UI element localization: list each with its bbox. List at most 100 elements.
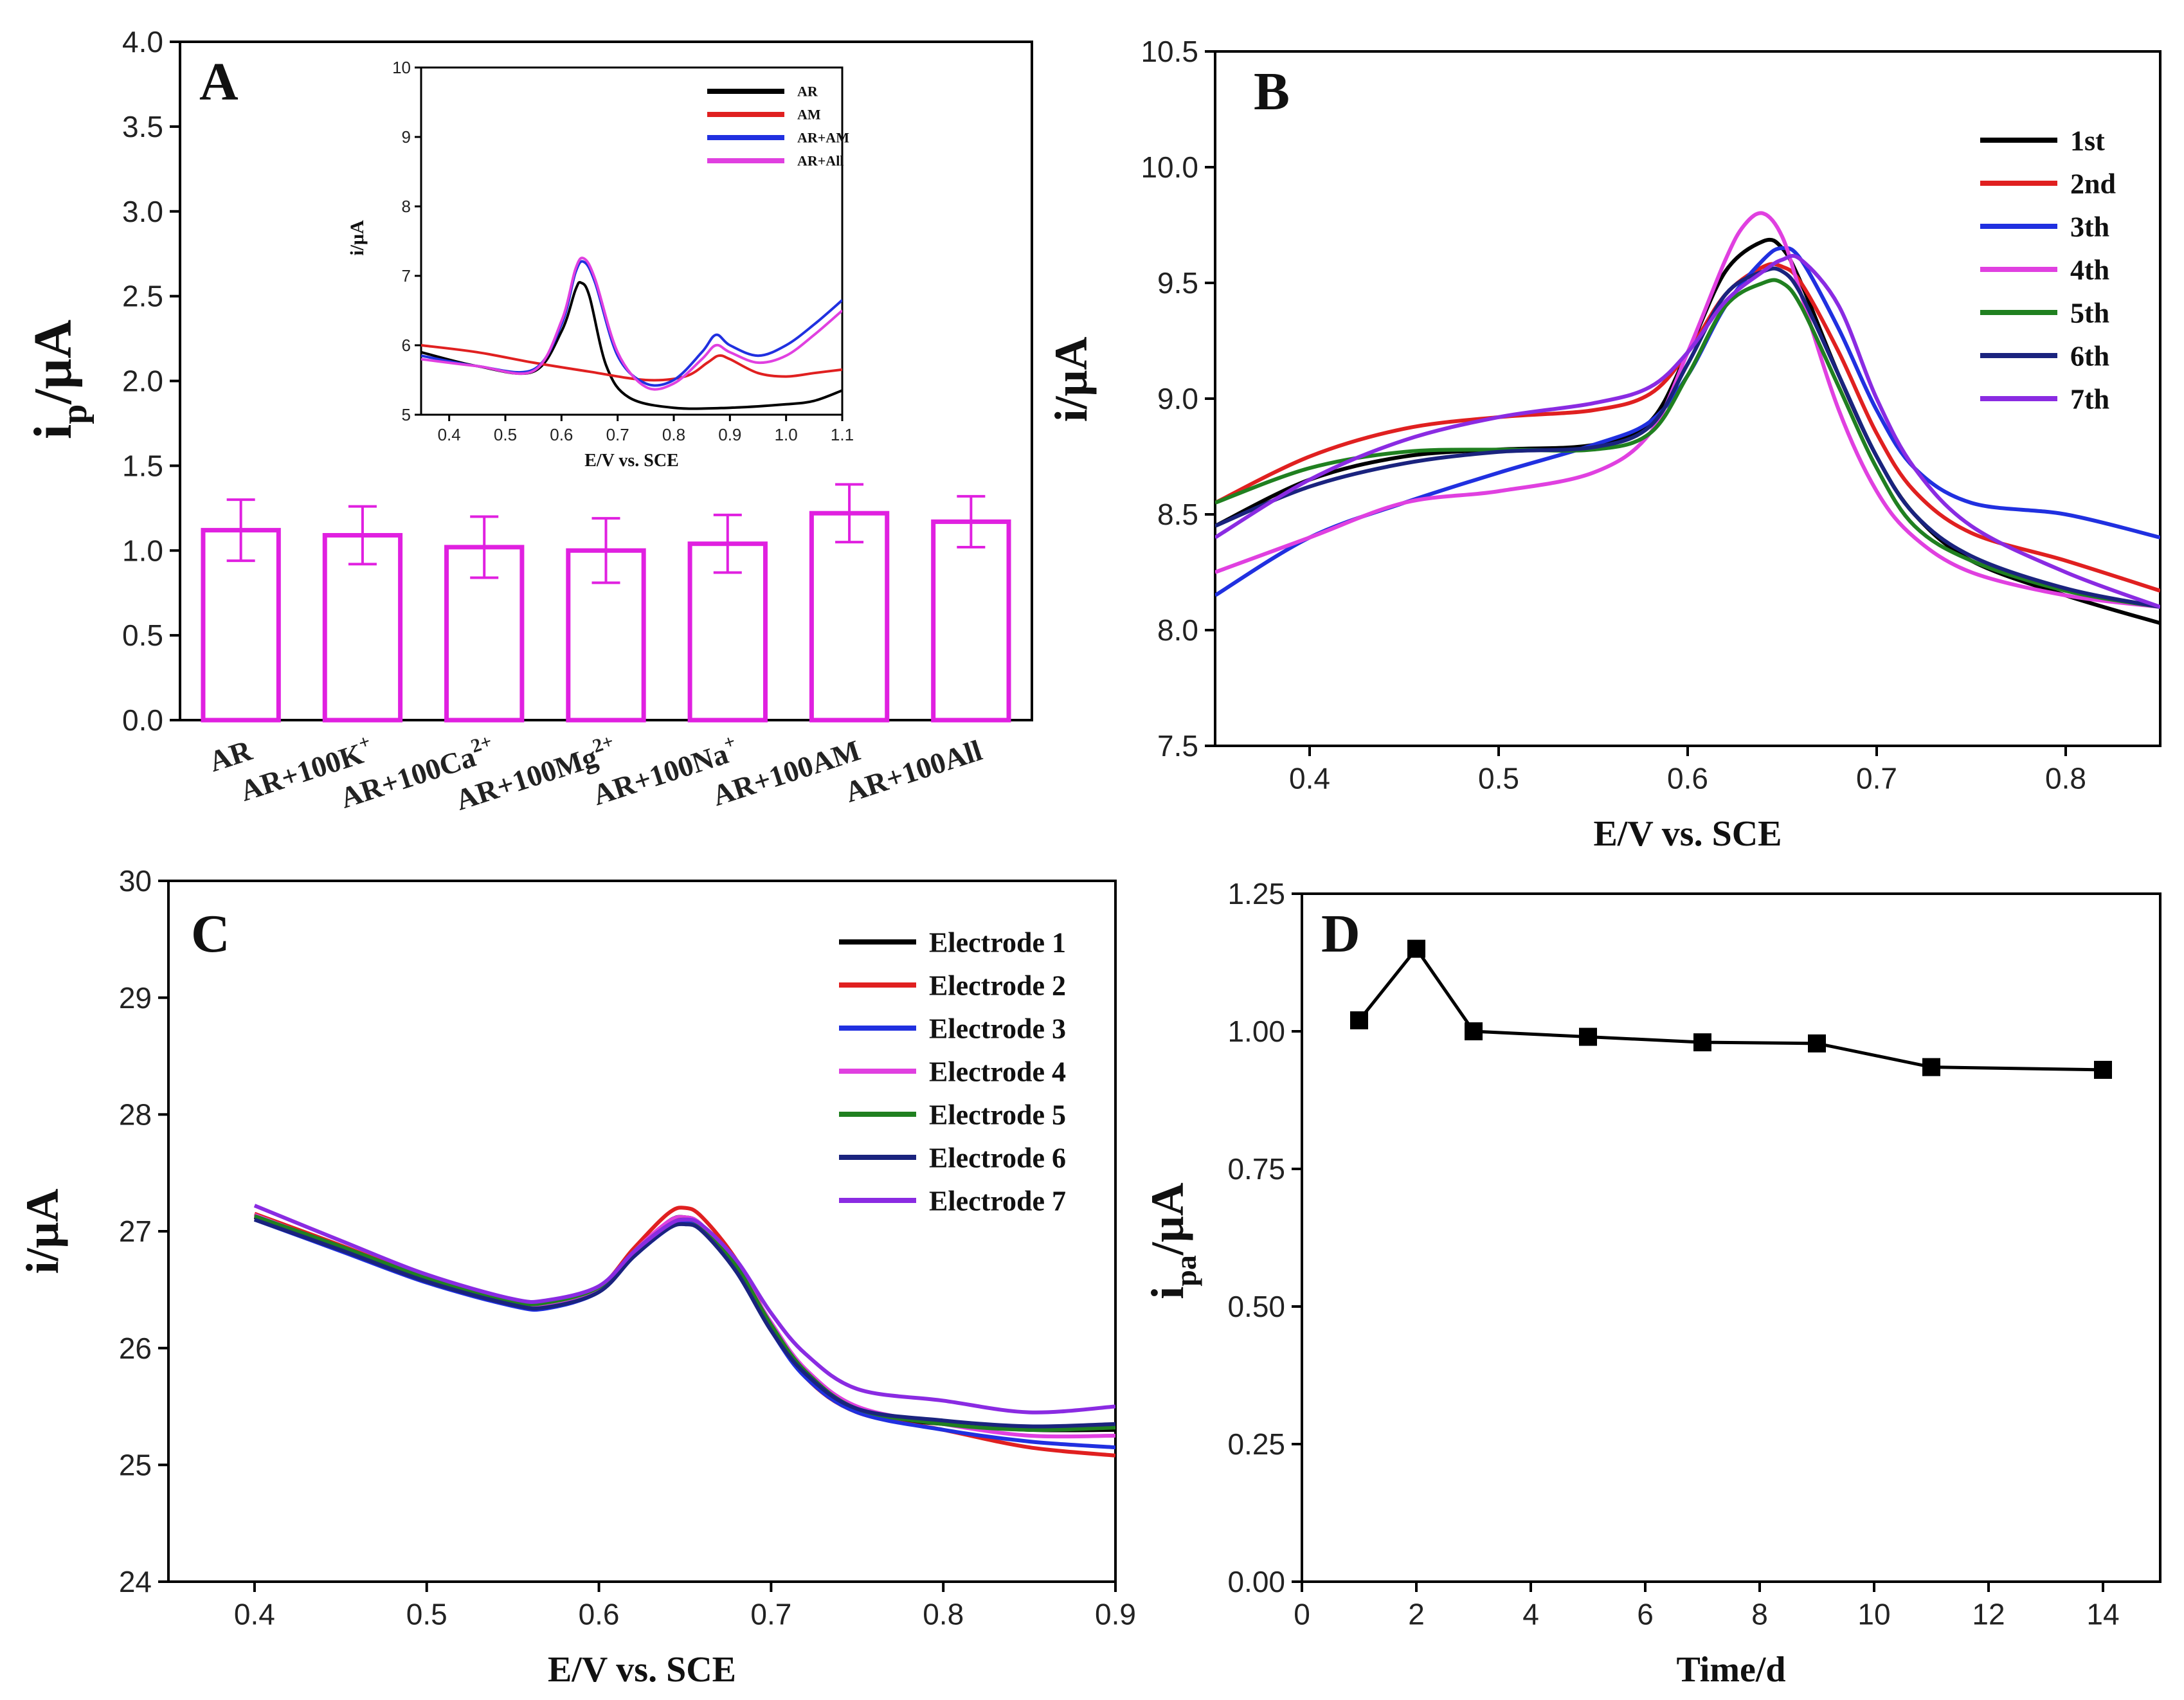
panel-title: B [1254,62,1290,122]
series-line-am [421,344,842,382]
y-tick-label: 0.75 [1227,1152,1285,1186]
series-line-2nd [1215,262,2160,593]
x-tick-label: 6 [1637,1598,1654,1631]
legend-label: Electrode 4 [929,1056,1066,1087]
panel-a: 0.00.51.01.52.02.53.03.54.0ARAR+100K+AR+… [23,25,1033,817]
legend-label: Electrode 6 [929,1142,1066,1173]
y-tick-label: 4.0 [122,25,163,59]
data-point [1693,1033,1711,1052]
inset-y-tick-label: 8 [402,197,411,216]
y-tick-label: 29 [119,981,152,1015]
y-tick-label: 26 [119,1332,152,1365]
series-line-4th [1215,211,2160,609]
inset-y-tick-label: 6 [402,336,411,355]
x-tick-label: 10 [1857,1598,1890,1631]
y-axis-label: i/μA [1045,337,1097,422]
series-line-6th [1215,266,2160,609]
y-tick-label: 1.0 [122,534,163,567]
legend-label: 6th [2070,340,2109,372]
data-point [1922,1058,1940,1076]
y-tick-label: 1.00 [1227,1015,1285,1048]
inset-y-tick-label: 7 [402,266,411,285]
inset-y-tick-label: 10 [392,58,411,77]
legend-label: Electrode 7 [929,1185,1066,1216]
x-tick-label: 0 [1294,1598,1310,1631]
legend-label: Electrode 3 [929,1013,1066,1044]
y-tick-label: 9.0 [1157,382,1198,415]
y-tick-label: 28 [119,1098,152,1131]
y-tick-label: 10.0 [1141,150,1198,184]
inset-x-tick-label: 0.7 [606,425,629,444]
inset-chart: 5 6 7 8 9 10 0.4 0.5 0.6 0.7 0.8 0.9 1.0 1.1 AR AM AR+AM… [347,58,854,471]
series-line-ar+all [421,257,842,391]
x-tick-label: 0.8 [923,1598,964,1631]
series-line-electrode-5 [253,1214,1115,1432]
y-tick-label: 0.0 [122,703,163,737]
y-tick-label: 0.50 [1227,1290,1285,1323]
y-tick-label: 8.5 [1157,498,1198,531]
y-tick-label: 3.5 [122,110,163,143]
y-tick-label: 0.00 [1227,1565,1285,1598]
x-tick-label: 0.4 [234,1598,275,1631]
x-tick-label: 0.4 [1289,762,1330,795]
data-point [1808,1034,1826,1053]
inset-x-tick-label: 0.5 [494,425,517,444]
series-line-electrode-6 [253,1218,1115,1429]
y-axis-label: ipa/μA [1142,1182,1202,1299]
inset-x-tick-label: 1.1 [831,425,854,444]
x-tick-label: 4 [1522,1598,1539,1631]
y-axis-label: ip/μA [23,320,95,439]
legend-label: AM [797,107,821,123]
y-tick-label: 1.5 [122,449,163,482]
y-tick-label: 1.25 [1227,877,1285,910]
x-tick-label: 0.7 [1856,762,1897,795]
data-point [1350,1011,1368,1029]
legend-label: Electrode 1 [929,927,1066,958]
legend-label: 1st [2070,125,2105,156]
inset-x-tick-label: 0.4 [438,425,461,444]
series-line-3th [1215,246,2160,597]
x-tick-label: 0.5 [406,1598,447,1631]
x-tick-label: 2 [1408,1598,1425,1631]
series-line-ipa [1358,946,2104,1072]
ylabel-sub: pa [1169,1255,1202,1287]
legend-label: 2nd [2070,168,2116,199]
series-line-electrode-4 [253,1213,1115,1439]
x-axis-label: Time/d [1676,1650,1785,1690]
series-line-electrode-1 [253,1215,1115,1433]
y-tick-label: 2.0 [122,365,163,398]
inset-frame [420,66,844,416]
y-tick-label: 9.5 [1157,266,1198,300]
inset-x-tick-label: 0.8 [662,425,685,444]
panel-d: 0.00 0.25 0.50 0.75 1.00 1.25 0 2 4 6 8 10 12 14 D Time… [1142,877,2161,1690]
data-point [1579,1027,1597,1046]
y-tick-label: 0.25 [1227,1427,1285,1461]
inset-x-tick-label: 0.9 [718,425,741,444]
x-axis-label: E/V vs. SCE [1593,814,1782,854]
series-line-electrode-2 [253,1206,1115,1458]
y-tick-label: 10.5 [1141,35,1198,68]
inset-y-axis-label: i/μA [347,220,368,256]
data-point [1407,939,1425,958]
y-tick-label: 30 [119,864,152,898]
legend-label: Electrode 5 [929,1099,1066,1130]
y-tick-label: 3.0 [122,195,163,228]
inset-x-axis-label: E/V vs. SCE [584,451,679,471]
x-tick-label: 0.9 [1095,1598,1136,1631]
series-line-7th [1215,253,2160,609]
x-tick-label: 8 [1751,1598,1768,1631]
category-main: AR+100All [841,734,986,809]
legend-label: 7th [2070,383,2109,415]
inset-x-tick-label: 0.6 [550,425,573,444]
legend-label: AR+AM [797,130,849,146]
x-tick-label: 0.6 [1667,762,1708,795]
ylabel-sub: p [55,404,95,424]
series-line-electrode-3 [253,1218,1115,1450]
ylabel-main: i [1142,1287,1193,1299]
y-tick-label: 27 [119,1215,152,1248]
bar [931,519,1011,723]
x-axis-label: E/V vs. SCE [548,1650,736,1690]
panel-title: D [1321,904,1360,964]
y-tick-label: 7.5 [1157,729,1198,763]
